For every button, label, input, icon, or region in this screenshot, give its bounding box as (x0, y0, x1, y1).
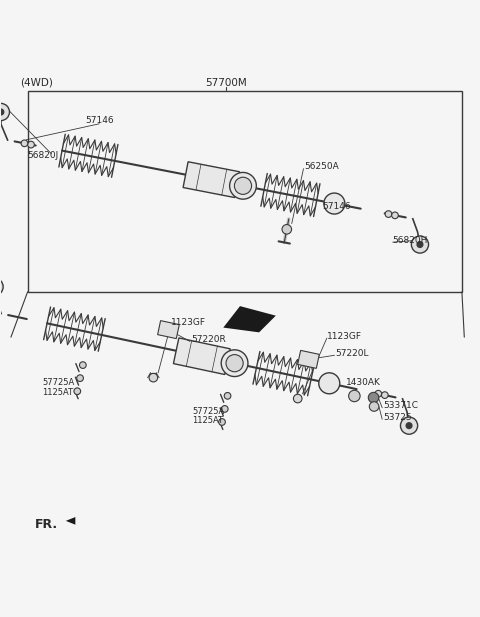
Circle shape (400, 417, 418, 434)
Circle shape (411, 236, 429, 253)
Text: 57700M: 57700M (205, 78, 247, 88)
Bar (28, 91, 462, 292)
Circle shape (324, 193, 345, 214)
Circle shape (282, 225, 291, 234)
Circle shape (417, 242, 423, 247)
Text: 53725: 53725 (383, 413, 412, 422)
Text: 57146: 57146 (322, 202, 351, 212)
Polygon shape (183, 162, 240, 197)
Circle shape (226, 355, 243, 372)
Circle shape (221, 405, 228, 412)
Text: 57220L: 57220L (336, 349, 369, 358)
Circle shape (149, 373, 157, 382)
Circle shape (77, 375, 84, 381)
Text: 57725A: 57725A (42, 378, 74, 387)
Circle shape (385, 211, 392, 217)
Circle shape (392, 212, 398, 218)
Text: 56820J: 56820J (28, 151, 59, 160)
Text: 56820H: 56820H (393, 236, 428, 245)
Text: 56250A: 56250A (304, 162, 339, 172)
Circle shape (0, 104, 10, 120)
Circle shape (21, 140, 28, 147)
Polygon shape (66, 517, 75, 524)
Circle shape (406, 423, 412, 428)
Circle shape (229, 172, 256, 199)
Text: 53371C: 53371C (383, 401, 418, 410)
Text: 57220R: 57220R (192, 335, 226, 344)
Polygon shape (173, 338, 230, 375)
Circle shape (28, 141, 35, 148)
Text: 57725A: 57725A (192, 407, 225, 416)
Text: 57146: 57146 (85, 117, 114, 125)
Circle shape (74, 388, 81, 394)
Polygon shape (157, 321, 179, 339)
Polygon shape (223, 306, 276, 333)
Text: FR.: FR. (35, 518, 58, 531)
Circle shape (224, 392, 231, 399)
Circle shape (0, 278, 3, 296)
Circle shape (80, 362, 86, 368)
Text: 1125AT: 1125AT (192, 416, 223, 425)
Circle shape (219, 419, 225, 425)
Text: 1123GF: 1123GF (171, 318, 206, 327)
Circle shape (348, 390, 360, 402)
Text: 1430AK: 1430AK (346, 378, 381, 387)
Circle shape (375, 391, 382, 397)
Circle shape (293, 394, 302, 403)
Circle shape (382, 392, 388, 399)
Circle shape (369, 402, 379, 412)
Polygon shape (298, 350, 319, 368)
Circle shape (0, 109, 4, 115)
Circle shape (319, 373, 340, 394)
Circle shape (368, 392, 379, 403)
Circle shape (221, 350, 248, 376)
Text: 1123GF: 1123GF (327, 332, 362, 341)
Circle shape (234, 177, 252, 194)
Text: 1125AT: 1125AT (42, 387, 73, 397)
Text: (4WD): (4WD) (21, 78, 53, 88)
